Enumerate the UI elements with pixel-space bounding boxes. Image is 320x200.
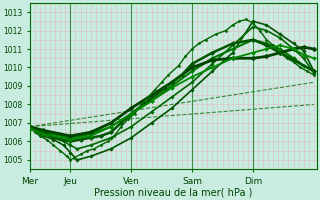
X-axis label: Pression niveau de la mer( hPa ): Pression niveau de la mer( hPa ): [94, 187, 253, 197]
